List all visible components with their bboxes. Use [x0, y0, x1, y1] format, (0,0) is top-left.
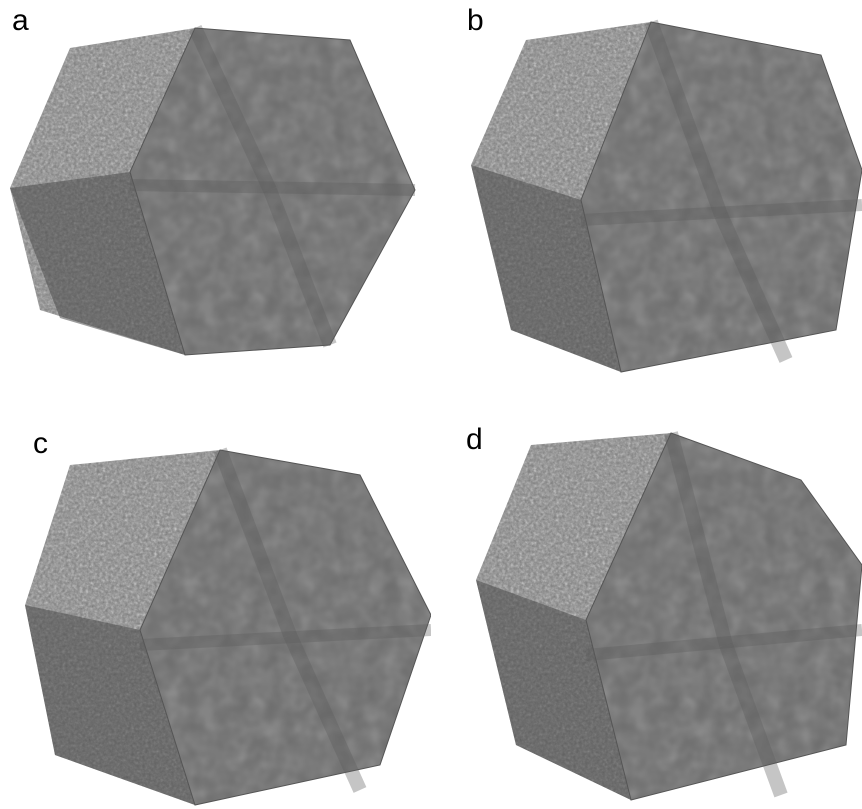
- panel-a: a: [0, 0, 431, 404]
- crystal-image-d: [476, 431, 862, 801]
- crystal-image-a: [10, 25, 416, 356]
- panel-b: b: [431, 0, 862, 404]
- panel-label: b: [467, 4, 484, 37]
- crystal-image-b: [471, 19, 862, 373]
- panel-label: a: [12, 4, 29, 37]
- panel-d: d: [431, 405, 862, 809]
- panel-label: d: [466, 423, 483, 456]
- panel-label: c: [33, 427, 48, 460]
- crystal-image-c: [25, 447, 431, 806]
- panel-c: c: [0, 405, 431, 809]
